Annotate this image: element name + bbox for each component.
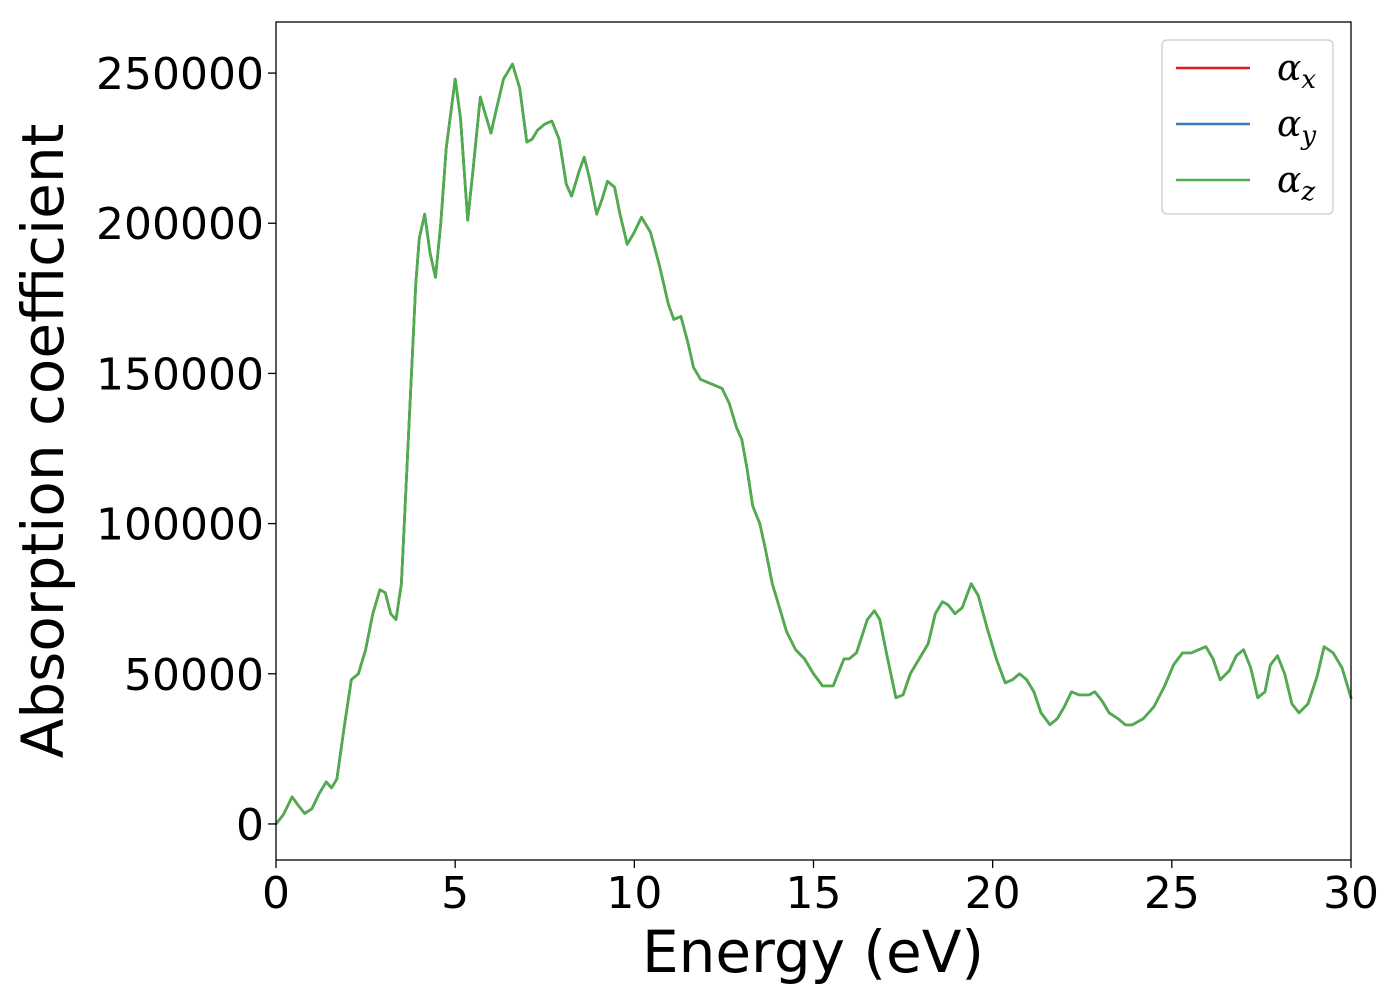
x-tick-label: 25 <box>1144 868 1200 919</box>
legend-symbol: α <box>1277 104 1301 145</box>
x-axis-title: Energy (eV) <box>642 918 984 986</box>
y-tick-label: 150000 <box>96 349 264 400</box>
legend-box <box>1161 39 1334 215</box>
x-axis-ticks: 0 5 10 15 20 25 30 <box>262 860 1379 919</box>
series-layer <box>274 62 1353 826</box>
legend-symbol: α <box>1277 48 1301 89</box>
legend-label: αy <box>1277 104 1316 151</box>
legend-subscript: y <box>1300 121 1316 151</box>
legend-subscript: x <box>1301 65 1316 95</box>
x-tick-label: 5 <box>441 868 469 919</box>
x-tick-label: 15 <box>786 868 842 919</box>
legend-label: αz <box>1277 160 1315 207</box>
y-tick-label: 100000 <box>96 500 264 551</box>
series-line-αz <box>274 62 1353 826</box>
y-tick-label: 0 <box>236 800 264 851</box>
x-tick-label: 10 <box>606 868 662 919</box>
x-tick-label: 20 <box>965 868 1021 919</box>
y-tick-label: 250000 <box>96 49 264 100</box>
legend-subscript: z <box>1300 177 1315 207</box>
y-axis-title: Absorption coefficient <box>9 124 77 759</box>
x-tick-label: 30 <box>1323 868 1379 919</box>
x-tick-label: 0 <box>262 868 290 919</box>
legend-symbol: α <box>1277 160 1301 201</box>
y-tick-label: 50000 <box>124 650 264 701</box>
legend-label: αx <box>1277 48 1316 95</box>
y-tick-label: 200000 <box>96 199 264 250</box>
y-axis-ticks: 0 50000 100000 150000 200000 250000 <box>96 49 276 851</box>
